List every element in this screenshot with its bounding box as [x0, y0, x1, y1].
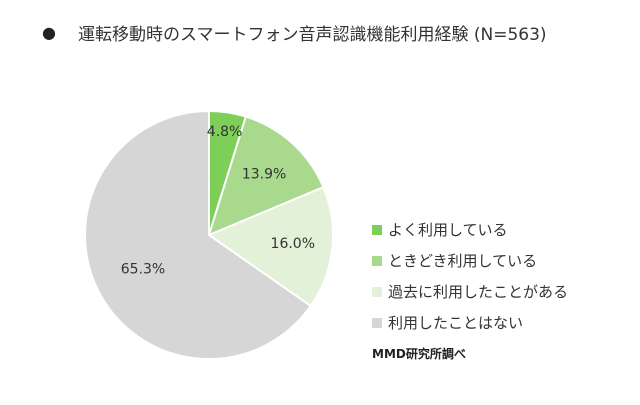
legend-swatch-icon [372, 317, 382, 328]
source-credit: MMD研究所調べ [372, 347, 466, 361]
legend-label: 過去に利用したことがある [388, 283, 569, 301]
legend-label: ときどき利用している [388, 252, 538, 270]
pie-data-labels: 4.8% 13.9% 16.0% 65.3% [121, 124, 315, 277]
pie-data-label: 16.0% [271, 236, 315, 252]
legend-label: 利用したことはない [388, 314, 524, 332]
legend-item: 利用したことはない [372, 307, 568, 338]
chart-legend: よく利用しているときどき利用している過去に利用したことがある 利用したことはない [372, 214, 568, 338]
pie-slice [83, 109, 313, 360]
pie-data-label: 13.9% [242, 167, 286, 183]
legend-label: よく利用している [388, 221, 508, 239]
chart-title: ● 運転移動時のスマートフォン音声認識機能利用経験 (N=563) [42, 20, 547, 45]
legend-swatch-icon [372, 255, 382, 266]
chart-title-text: 運転移動時のスマートフォン音声認識機能利用経験 (N=563) [77, 25, 547, 45]
legend-swatch-icon [372, 286, 382, 297]
legend-item: ときどき利用している [372, 245, 568, 276]
pie-data-label: 65.3% [121, 261, 165, 277]
pie-slice [207, 115, 325, 237]
legend-item: 過去に利用したことがある [372, 276, 568, 307]
legend-swatch-icon [372, 224, 382, 235]
legend-item: よく利用している [372, 214, 568, 245]
pie-slice [206, 185, 334, 308]
pie-slices [83, 109, 334, 360]
title-bullet-icon: ● [42, 23, 56, 42]
pie-data-label: 4.8% [207, 124, 243, 140]
